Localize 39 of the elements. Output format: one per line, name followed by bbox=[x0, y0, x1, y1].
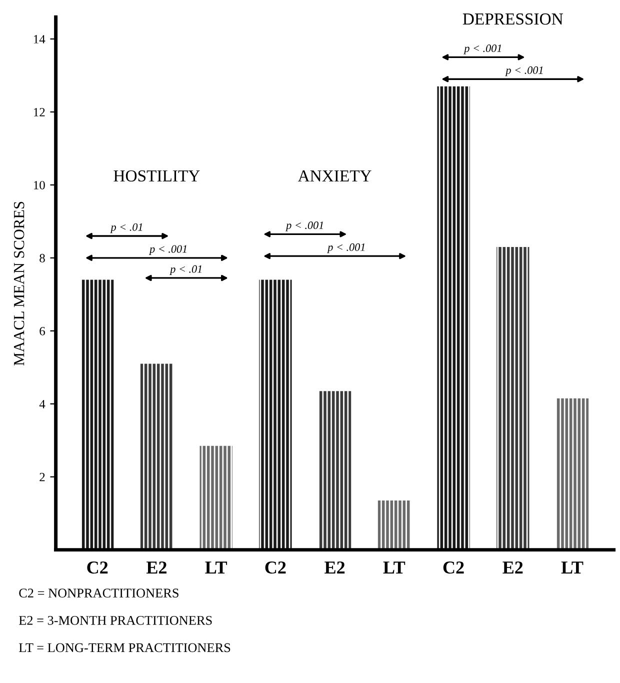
x-tick-label: E2 bbox=[146, 562, 166, 574]
annotation: p < .001 bbox=[148, 245, 186, 255]
x-tick-label: LT bbox=[205, 562, 228, 574]
y-tick-label: 6 bbox=[40, 326, 46, 336]
bar bbox=[378, 500, 410, 550]
bar bbox=[318, 391, 352, 550]
annotation: p < .01 bbox=[169, 265, 202, 276]
annotation: ANXIETY bbox=[298, 170, 372, 182]
text: E2 = 3-MONTH PRACTITIONERS bbox=[18, 616, 212, 625]
annotation: p < .001 bbox=[464, 44, 502, 54]
bar bbox=[496, 246, 530, 550]
bar bbox=[556, 398, 589, 550]
bar bbox=[259, 280, 292, 550]
bar bbox=[81, 280, 114, 550]
x-tick-label: C2 bbox=[87, 562, 108, 574]
bar bbox=[200, 446, 232, 550]
text: C2 = NONPRACTITIONERS bbox=[19, 588, 178, 598]
x-tick-label: C2 bbox=[265, 562, 286, 574]
annotation: p < .01 bbox=[110, 223, 142, 234]
x-tick-label: LT bbox=[383, 562, 406, 574]
annotation: HOSTILITY bbox=[114, 170, 200, 182]
y-tick-label: 12 bbox=[34, 108, 45, 116]
bar bbox=[437, 86, 470, 550]
y-tick-label: 8 bbox=[40, 254, 45, 262]
y-tick-label: 14 bbox=[34, 35, 46, 44]
y-axis-title: MAACL MEAN SCORES bbox=[14, 202, 24, 366]
x-tick-label: E2 bbox=[502, 562, 523, 574]
text: LT = LONG-TERM PRACTITIONERS bbox=[18, 643, 230, 652]
annotation: p < .001 bbox=[285, 222, 323, 232]
y-tick-label: 2 bbox=[40, 472, 45, 482]
annotation: p < .001 bbox=[505, 66, 543, 76]
x-tick-label: C2 bbox=[443, 562, 464, 574]
x-tick-label: LT bbox=[561, 562, 584, 574]
annotation: DEPRESSION bbox=[462, 13, 563, 25]
bar bbox=[140, 364, 174, 550]
y-tick-label: 10 bbox=[34, 180, 45, 190]
x-tick-label: E2 bbox=[324, 562, 345, 574]
y-tick-label: 4 bbox=[39, 400, 46, 408]
annotation: p < .001 bbox=[326, 243, 365, 254]
